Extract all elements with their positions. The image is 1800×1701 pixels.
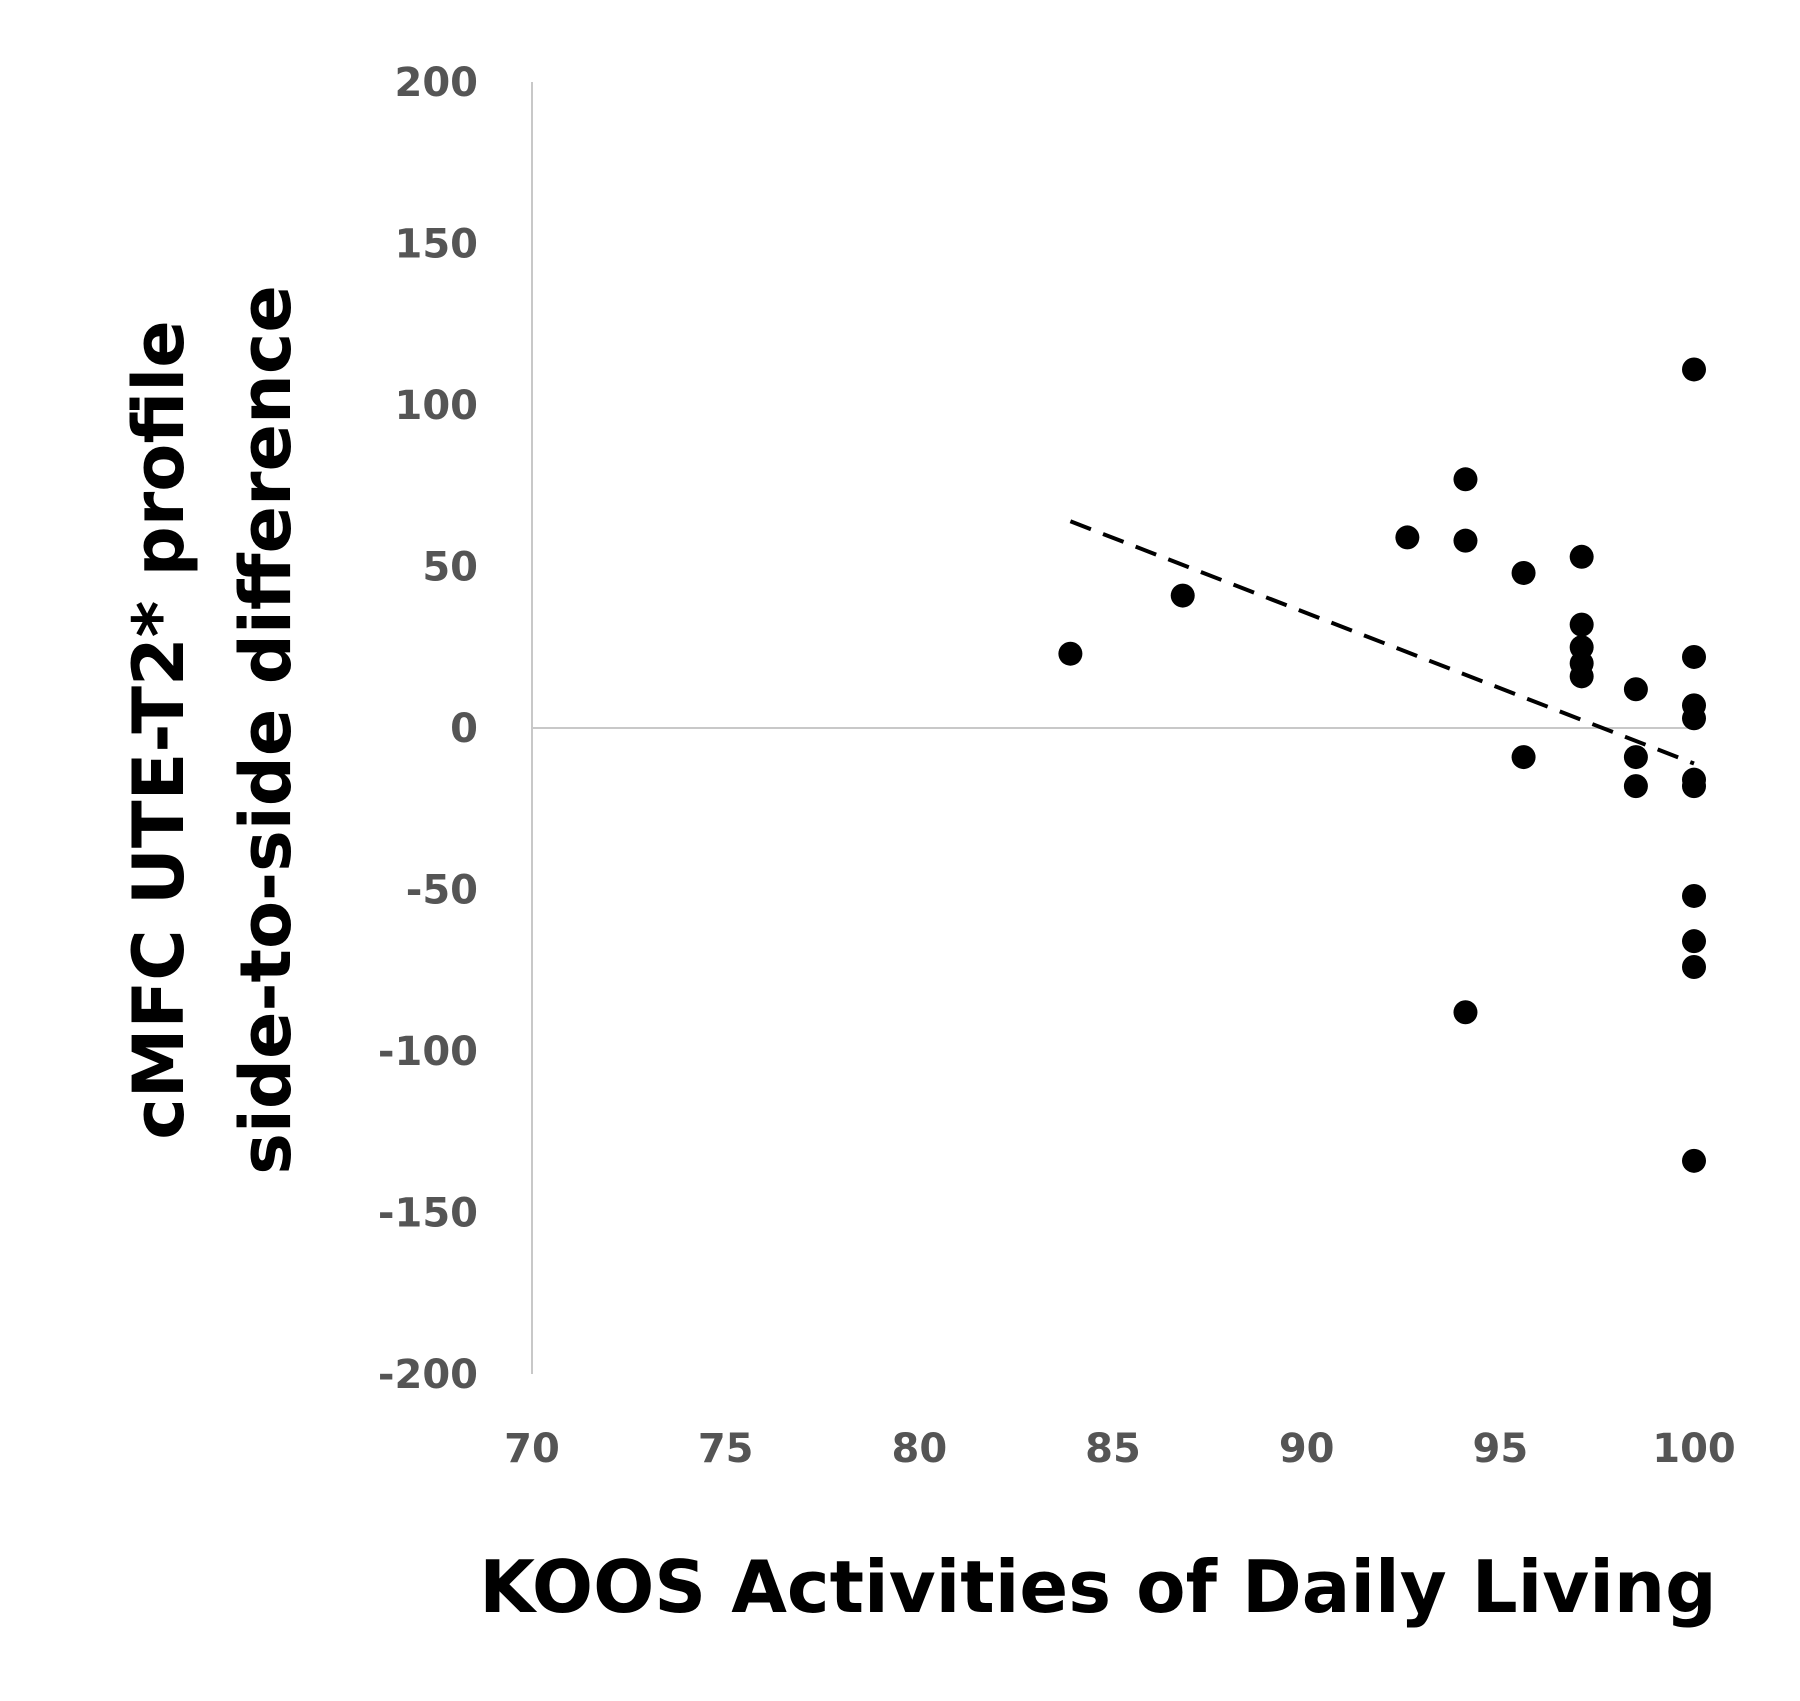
data-point (1682, 883, 1706, 908)
y-tick-label: 0 (450, 706, 478, 752)
y-tick-label: -200 (378, 1352, 478, 1398)
y-tick-label: -100 (378, 1029, 478, 1075)
data-point (1682, 955, 1706, 980)
data-point (1453, 467, 1478, 492)
y-axis-title: cMFC UTE-T2* profile side-to-side differ… (118, 285, 307, 1175)
data-point (1170, 583, 1195, 608)
data-point (1569, 664, 1594, 689)
data-point (1511, 560, 1536, 585)
x-tick-label: 100 (1652, 1426, 1736, 1472)
x-axis-title: KOOS Activities of Daily Living (479, 1545, 1716, 1629)
data-point (1623, 677, 1648, 702)
data-point (1569, 544, 1594, 569)
x-tick-label: 80 (891, 1426, 947, 1472)
y-tick-label: 200 (395, 60, 479, 106)
data-point (1453, 1000, 1478, 1025)
data-point (1058, 641, 1083, 666)
data-points (1058, 357, 1706, 1173)
y-tick-label: 150 (395, 222, 479, 268)
data-point (1682, 357, 1706, 382)
x-tick-label: 95 (1472, 1426, 1528, 1472)
data-point (1682, 644, 1706, 669)
y-tick-label: -50 (406, 868, 478, 914)
y-axis-title-line-1: cMFC UTE-T2* profile (118, 320, 200, 1139)
y-axis-title-line-2: side-to-side difference (225, 285, 307, 1175)
x-tick-label: 70 (504, 1426, 560, 1472)
trendline (1069, 519, 1695, 766)
x-tick-labels: 70 75 80 85 90 95 100 (504, 1426, 1736, 1472)
axes (531, 82, 1694, 1374)
y-tick-label: -150 (378, 1191, 478, 1237)
data-point (1682, 929, 1706, 954)
data-point (1623, 745, 1648, 770)
data-point (1511, 745, 1536, 770)
data-point (1395, 525, 1420, 550)
y-tick-label: 100 (395, 383, 479, 429)
y-tick-label: 50 (422, 545, 478, 591)
data-point (1682, 774, 1706, 799)
data-point (1453, 528, 1478, 553)
data-point (1682, 1148, 1706, 1173)
data-point (1569, 612, 1594, 637)
x-tick-label: 85 (1085, 1426, 1141, 1472)
data-point (1682, 706, 1706, 731)
x-tick-label: 75 (698, 1426, 754, 1472)
trendline-dashed (1069, 519, 1695, 766)
y-tick-labels: 200 150 100 50 0 -50 -100 -150 -200 (378, 60, 478, 1398)
x-tick-label: 90 (1279, 1426, 1335, 1472)
data-point (1623, 774, 1648, 799)
